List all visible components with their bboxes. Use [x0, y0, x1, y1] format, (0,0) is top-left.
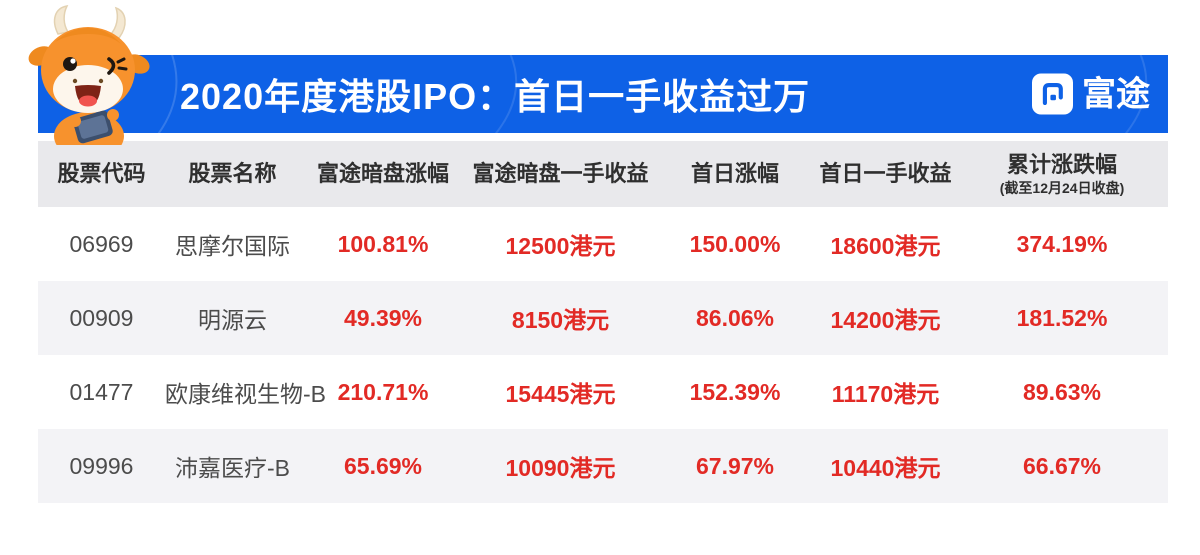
futu-logo-text: 富途: [1082, 75, 1150, 113]
cell-cumulative-change: 181.52%: [1016, 304, 1108, 331]
cell-name: 沛嘉医疗-B: [175, 455, 290, 481]
column-header-code: 股票代码: [57, 161, 146, 187]
column-header-cumulative-change: 累计涨跌幅 (截至12月24日收盘): [956, 152, 1168, 195]
cell-first-day-lot-profit: 11170港元: [831, 381, 940, 407]
column-header-grey-market-lot-profit: 富途暗盘一手收益: [472, 161, 649, 187]
cell-code: 09996: [69, 452, 134, 479]
column-header-name: 股票名称: [188, 161, 277, 187]
table-row: 09996 沛嘉医疗-B 65.69% 10090港元 67.97% 10440港元 66.…: [38, 429, 1168, 503]
cell-grey-market-lot-profit: 10090港元: [505, 455, 616, 481]
table-body: 06969 思摩尔国际 100.81% 12500港元 150.00% 18600港元 37…: [38, 207, 1168, 503]
cell-name: 欧康维视生物-B: [165, 381, 326, 407]
cell-name: 明源云: [198, 307, 267, 333]
cell-code: 00909: [69, 304, 134, 331]
cell-first-day-lot-profit: 10440港元: [830, 455, 941, 481]
cell-grey-market-lot-profit: 8150港元: [511, 307, 610, 333]
cell-code: 06969: [69, 230, 134, 257]
cell-cumulative-change: 66.67%: [1022, 452, 1101, 479]
cell-first-day-gain: 150.00%: [689, 230, 781, 257]
cell-first-day-lot-profit: 18600港元: [830, 233, 941, 259]
cell-grey-market-gain: 210.71%: [337, 378, 429, 405]
cell-first-day-lot-profit: 14200港元: [830, 307, 941, 333]
banner: 2020年度港股IPO：首日一手收益过万 富途: [38, 55, 1168, 133]
table-header-row: 股票代码 股票名称 富途暗盘涨幅 富途暗盘一手收益 首日涨幅 首日一手收益 累计涨跌幅 (截至…: [38, 141, 1168, 207]
cell-name: 思摩尔国际: [175, 233, 290, 259]
table-row: 00909 明源云 49.39% 8150港元 86.06% 14200港元 181.52%: [38, 281, 1168, 355]
cell-cumulative-change: 89.63%: [1022, 378, 1101, 405]
column-header-grey-market-gain: 富途暗盘涨幅: [316, 161, 449, 187]
cell-grey-market-gain: 100.81%: [337, 230, 429, 257]
cell-grey-market-lot-profit: 12500港元: [505, 233, 616, 259]
column-header-first-day-lot-profit: 首日一手收益: [819, 161, 952, 187]
cell-first-day-gain: 152.39%: [689, 378, 781, 405]
futu-logo-icon: [1032, 73, 1073, 115]
cell-first-day-gain: 67.97%: [695, 452, 774, 479]
cell-code: 01477: [69, 378, 134, 405]
cell-grey-market-gain: 65.69%: [343, 452, 422, 479]
column-header-sublabel: (截至12月24日收盘): [999, 179, 1125, 196]
table-row: 01477 欧康维视生物-B 210.71% 15445港元 152.39% 11170港…: [38, 355, 1168, 429]
cell-grey-market-lot-profit: 15445港元: [505, 381, 616, 407]
cell-first-day-gain: 86.06%: [695, 304, 774, 331]
cell-cumulative-change: 374.19%: [1016, 230, 1108, 257]
futu-bull-mascot-icon: [28, 5, 150, 145]
ipo-table: 股票代码 股票名称 富途暗盘涨幅 富途暗盘一手收益 首日涨幅 首日一手收益 累计涨跌幅 (截至…: [38, 141, 1168, 503]
page-title: 2020年度港股IPO：首日一手收益过万: [180, 76, 811, 117]
table-row: 06969 思摩尔国际 100.81% 12500港元 150.00% 18600港元 37…: [38, 207, 1168, 281]
futu-logo: 富途: [1032, 73, 1150, 115]
cell-grey-market-gain: 49.39%: [343, 304, 422, 331]
column-header-first-day-gain: 首日涨幅: [690, 161, 779, 187]
